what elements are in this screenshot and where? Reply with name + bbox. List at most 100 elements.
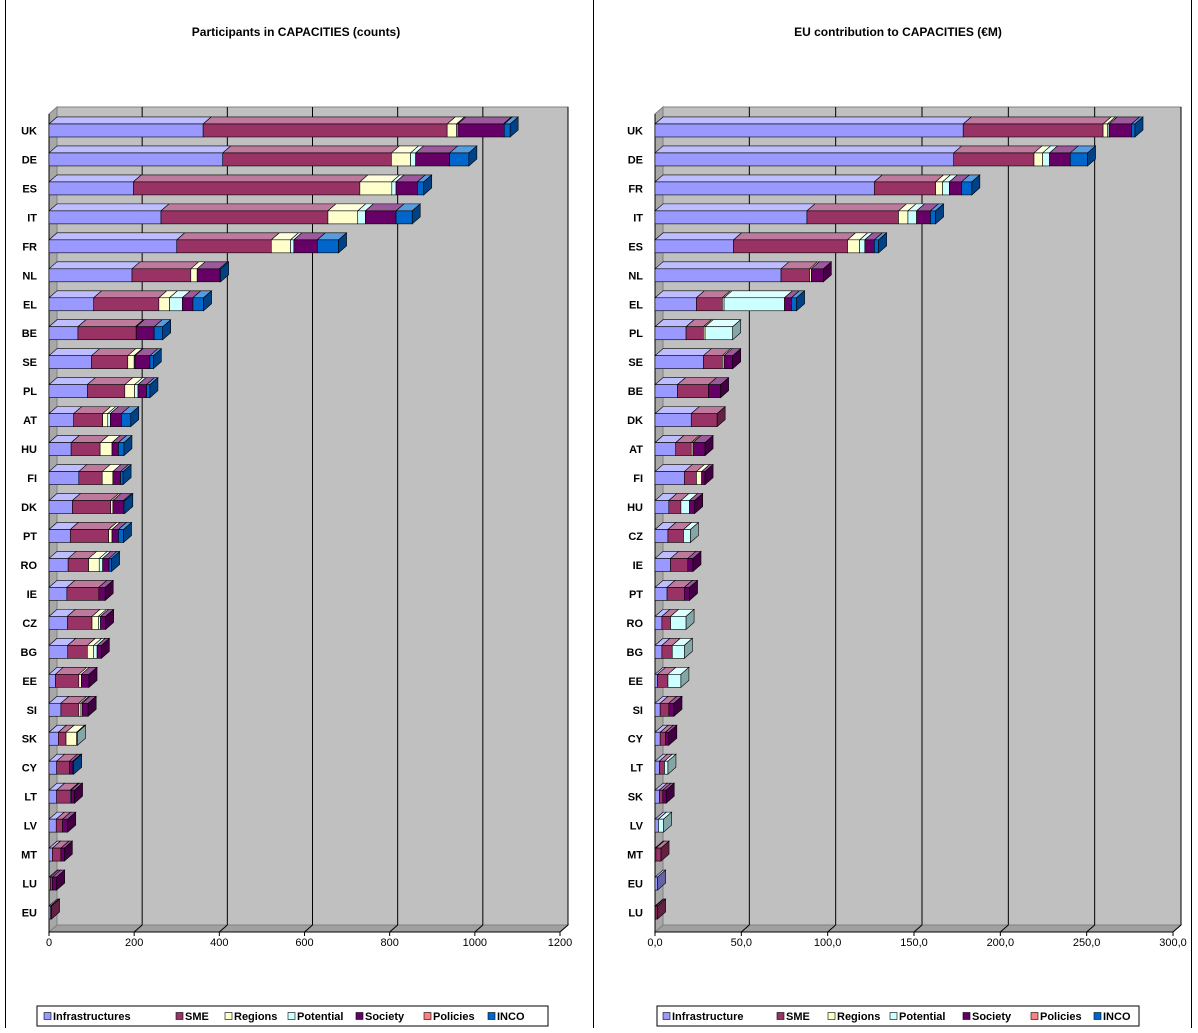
- gridline-floor: [559, 924, 569, 933]
- bar-end-face: [665, 782, 675, 804]
- bar-end-face: [673, 695, 683, 717]
- bar-end-face: [878, 232, 887, 254]
- category-label: FI: [27, 473, 37, 485]
- legend-label: Society: [365, 1011, 405, 1023]
- bar-segment-infrastructures: [48, 319, 87, 341]
- bar-end-face: [657, 898, 666, 920]
- bar-end-face: [663, 811, 672, 833]
- bar-end-face: [220, 261, 229, 283]
- bar-segment-infrastructure: [654, 174, 884, 196]
- legend-label: Regions: [234, 1011, 277, 1023]
- bar-segment-sme: [669, 551, 697, 572]
- bar-end-face: [935, 203, 944, 225]
- legend-item-infrastructure: Infrastructure: [662, 1011, 744, 1023]
- bar-segment-society: [96, 638, 111, 659]
- x-tick-label: 150,0: [900, 937, 928, 949]
- bar-segment-society: [810, 261, 833, 283]
- category-label: SE: [628, 357, 643, 369]
- bar-segment-infrastructure: [654, 348, 713, 369]
- category-label: SK: [22, 734, 37, 746]
- bar-segment-sme: [690, 406, 726, 427]
- bar-end-face: [971, 174, 981, 196]
- bar-end-face: [423, 174, 433, 196]
- bar-end-face: [122, 463, 132, 486]
- legend-item-regions: Regions: [224, 1011, 277, 1023]
- legend-label: Potential: [899, 1011, 945, 1023]
- category-label: EE: [22, 676, 37, 688]
- category-label: UK: [21, 125, 37, 137]
- legend-item-inco: INCO: [1093, 1011, 1131, 1023]
- gridline-floor: [474, 924, 484, 933]
- bar-segment-society: [457, 116, 513, 138]
- legend-swatch: [1093, 1012, 1102, 1020]
- bar-end-face: [468, 145, 478, 167]
- x-tick-label: 200,0: [987, 937, 1015, 949]
- bar-end-face: [720, 376, 729, 399]
- category-label: BG: [627, 647, 644, 659]
- bar-segment-infrastructure: [654, 261, 790, 283]
- gridline-floor: [219, 924, 228, 933]
- bar-end-face: [73, 753, 82, 775]
- chart-legend: Infrastructure SME Regions Potential Society…: [656, 1005, 1140, 1027]
- bar-segment-sme: [695, 290, 732, 312]
- legend-swatch: [224, 1012, 233, 1020]
- category-label: IT: [27, 212, 37, 224]
- bar-segment-infrastructures: [48, 174, 143, 196]
- category-label: ES: [22, 183, 37, 195]
- gridline-floor: [133, 924, 143, 933]
- legend-label: INCO: [497, 1011, 525, 1023]
- category-label: EL: [629, 299, 643, 311]
- bar-segment-infrastructures: [48, 609, 77, 630]
- panel-divider-middle: [593, 0, 594, 1028]
- gridline-floor: [827, 924, 836, 933]
- category-label: FR: [22, 241, 37, 253]
- category-label: CZ: [22, 618, 37, 630]
- category-label: CZ: [628, 531, 643, 543]
- category-label: DK: [21, 502, 37, 514]
- gridline-floor: [1086, 924, 1095, 933]
- x-tick-label: 800: [380, 937, 398, 949]
- bar-segment-potential: [98, 551, 112, 572]
- legend-swatch: [487, 1012, 496, 1020]
- bar-segment-inco: [448, 145, 478, 167]
- plot-side-wall: [654, 105, 664, 934]
- x-tick-label: 600: [295, 937, 313, 949]
- category-label: NL: [628, 270, 643, 282]
- legend-item-infrastructures: Infrastructures: [43, 1011, 131, 1023]
- legend-item-sme: SME: [175, 1011, 209, 1023]
- bar-end-face: [684, 637, 693, 660]
- bar-segment-sme: [806, 203, 908, 225]
- bar-segment-sme: [86, 377, 134, 398]
- legend-swatch: [175, 1012, 184, 1020]
- legend-swatch: [776, 1012, 785, 1020]
- bar-segment-sme: [661, 609, 680, 630]
- legend-swatch: [889, 1012, 898, 1020]
- category-label: PL: [629, 328, 643, 340]
- legend-swatch: [962, 1012, 971, 1020]
- category-label: ES: [628, 241, 643, 253]
- bar-end-face: [56, 869, 65, 891]
- bar-end-face: [149, 376, 159, 399]
- bar-segment-sme: [683, 464, 706, 485]
- category-label: LU: [22, 879, 37, 891]
- legend-item-policies: Policies: [423, 1011, 475, 1023]
- bar-segment-infrastructures: [48, 522, 80, 543]
- bar-segment-infrastructure: [654, 145, 963, 167]
- category-label: IT: [633, 212, 643, 224]
- bar-segment-infrastructure: [654, 406, 701, 427]
- category-label: IE: [633, 560, 643, 572]
- bar-segment-potential: [671, 638, 694, 659]
- bar-segment-society: [683, 580, 699, 601]
- bar-end-face: [668, 724, 678, 746]
- gridline-floor: [389, 924, 398, 933]
- bar-end-face: [704, 434, 714, 457]
- bar-end-face: [657, 869, 666, 891]
- left-chart-panel: Participants in CAPACITIES (counts) 0 200 4…: [0, 0, 593, 1028]
- bar-end-face: [1087, 145, 1096, 167]
- category-label: PL: [23, 386, 37, 398]
- bar-end-face: [716, 405, 726, 428]
- bar-segment-sme: [66, 580, 108, 601]
- bar-end-face: [88, 666, 98, 688]
- bar-end-face: [111, 550, 120, 573]
- legend-item-society: Society: [355, 1011, 405, 1023]
